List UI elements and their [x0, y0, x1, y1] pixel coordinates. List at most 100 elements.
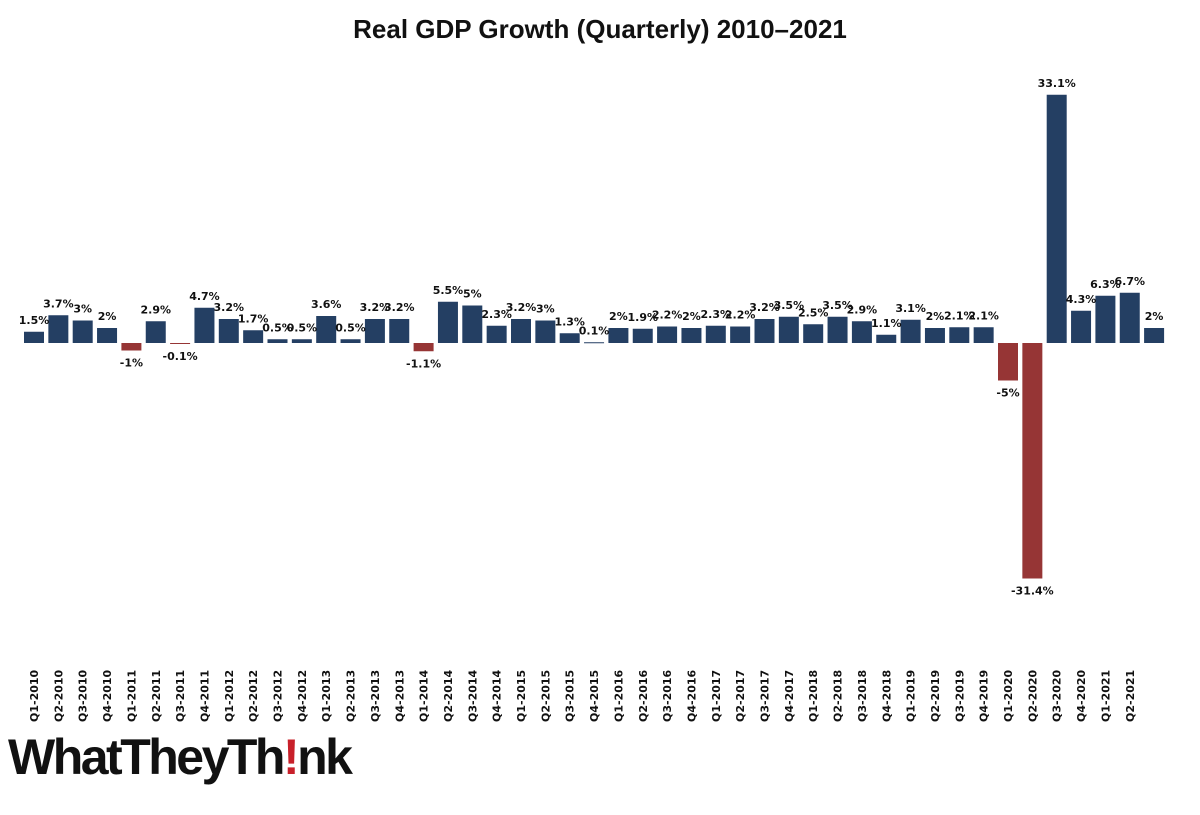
bar-q2-2014: [437, 301, 458, 343]
x-tick-label: Q4-2012: [296, 670, 309, 722]
data-label: 0.1%: [579, 324, 610, 337]
data-labels-layer: 1.5%3.7% 3%2%-1%2.9%-0.1%4.7%3.2%1.7%0.5%…: [19, 77, 1164, 598]
bar-q4-2019: [973, 327, 994, 343]
bar-q4-2015: [584, 342, 605, 344]
x-tick-label: Q4-2017: [783, 670, 796, 722]
bar-q3-2019: [949, 327, 970, 343]
bar-q1-2014: [413, 343, 434, 352]
bar-q1-2011: [121, 343, 142, 351]
logo-text-part2: nk: [297, 729, 353, 785]
data-label: 2.9%: [847, 303, 878, 316]
chart-title: Real GDP Growth (Quarterly) 2010–2021: [353, 14, 847, 44]
data-label: 2%: [682, 310, 701, 323]
x-tick-label: Q2-2014: [442, 669, 455, 722]
bar-q2-2020: [1022, 343, 1043, 579]
data-label: 2%: [926, 310, 945, 323]
x-tick-label: Q2-2021: [1124, 670, 1137, 722]
data-label: 2.1%: [944, 309, 975, 322]
data-label: -1.1%: [406, 357, 441, 370]
bar-q2-2018: [827, 316, 848, 343]
x-tick-label: Q3-2011: [174, 670, 187, 722]
data-label: 5.5%: [433, 284, 464, 297]
x-tick-label: Q3-2017: [759, 670, 772, 722]
data-label: 3.2%: [506, 301, 537, 314]
x-tick-label: Q1-2020: [1002, 669, 1015, 722]
bar-q2-2019: [924, 328, 945, 343]
x-tick-label: Q2-2019: [929, 670, 942, 722]
data-label: 2%: [1145, 310, 1164, 323]
logo-exclaim-mark: !: [282, 729, 300, 785]
bar-q1-2016: [608, 328, 629, 343]
bar-q3-2011: [170, 343, 191, 344]
x-tick-label: Q1-2018: [807, 670, 820, 722]
x-tick-label: Q1-2021: [1099, 670, 1112, 722]
data-label: 1.5%: [19, 314, 50, 327]
data-label: 3%: [73, 303, 92, 316]
data-label: 3.2%: [384, 301, 415, 314]
data-label: 1.1%: [871, 317, 902, 330]
logo-text-part1: WhatTheyTh: [8, 729, 285, 785]
bar-q4-2012: [291, 339, 312, 343]
data-label: 2.2%: [652, 309, 683, 322]
x-tick-label: Q1-2019: [905, 670, 918, 722]
data-label: -5%: [996, 387, 1019, 400]
x-tick-label: Q3-2018: [856, 670, 869, 722]
data-label: 2.2%: [725, 309, 756, 322]
x-tick-label: Q1-2013: [320, 670, 333, 722]
bar-q3-2013: [364, 319, 385, 343]
data-label: 2.9%: [140, 303, 171, 316]
data-label: 3.2%: [749, 301, 780, 314]
x-tick-label: Q2-2010: [52, 669, 65, 722]
x-tick-label: Q1-2012: [223, 670, 236, 722]
x-tick-label: Q2-2018: [832, 670, 845, 722]
data-label: 5%: [463, 288, 482, 301]
bar-q2-2016: [632, 328, 653, 343]
bar-q1-2017: [705, 325, 726, 343]
data-label: 1.9%: [627, 311, 658, 324]
bar-q3-2014: [462, 305, 483, 343]
bar-q4-2011: [194, 307, 215, 343]
bar-q1-2019: [900, 319, 921, 343]
bar-q4-2010: [97, 328, 118, 343]
data-label: 2%: [98, 310, 117, 323]
data-label: 0.5%: [287, 321, 318, 334]
x-tick-label: Q4-2019: [978, 670, 991, 722]
bar-q2-2011: [145, 321, 166, 343]
x-tick-label: Q3-2020: [1051, 669, 1064, 722]
bar-q2-2017: [730, 326, 751, 343]
x-tick-label: Q3-2012: [272, 670, 285, 722]
bar-q3-2018: [851, 321, 872, 343]
data-label: 1.3%: [554, 315, 585, 328]
bar-q2-2013: [340, 339, 361, 343]
data-label: 3.5%: [822, 299, 853, 312]
x-tick-label: Q4-2018: [880, 670, 893, 722]
data-label: 3%: [536, 303, 555, 316]
data-label: -0.1%: [163, 350, 198, 363]
data-label: 4.3%: [1066, 293, 1097, 306]
x-tick-label: Q4-2014: [491, 669, 504, 722]
data-label: 2%: [609, 310, 628, 323]
data-label: 2.5%: [798, 306, 829, 319]
x-tick-label: Q1-2017: [710, 670, 723, 722]
data-label: 3.7%: [43, 297, 74, 310]
bar-q1-2010: [24, 331, 44, 343]
data-label: -1%: [120, 357, 143, 370]
bar-q3-2016: [657, 326, 678, 343]
x-tick-label: Q2-2011: [150, 670, 163, 722]
x-tick-label: Q3-2013: [369, 670, 382, 722]
x-tick-label: Q1-2010: [28, 669, 41, 722]
x-tick-label: Q2-2016: [637, 669, 650, 722]
x-tick-label: Q1-2016: [612, 669, 625, 722]
data-label: 3.5%: [774, 299, 805, 312]
bar-q3-2012: [267, 339, 288, 343]
x-tick-label: Q4-2011: [198, 670, 211, 722]
x-tick-label: Q3-2015: [564, 670, 577, 722]
bars-layer: [24, 94, 1165, 579]
data-label: 6.7%: [1114, 275, 1145, 288]
bar-q2-2015: [535, 320, 556, 343]
x-tick-label: Q1-2015: [515, 670, 528, 722]
x-tick-label: Q3-2016: [661, 669, 674, 722]
bar-q2-2021: [1119, 292, 1140, 343]
x-tick-label: Q2-2017: [734, 670, 747, 722]
x-tick-label: Q1-2014: [418, 669, 431, 722]
